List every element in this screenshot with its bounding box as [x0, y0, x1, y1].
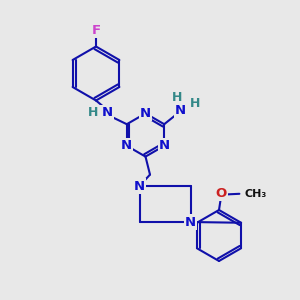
Text: N: N [159, 139, 170, 152]
Text: N: N [140, 107, 151, 120]
Text: H: H [88, 106, 99, 119]
Text: N: N [185, 215, 196, 229]
Text: CH₃: CH₃ [244, 189, 267, 199]
Text: F: F [92, 23, 100, 37]
Text: H: H [172, 91, 182, 104]
Text: N: N [121, 139, 132, 152]
Text: N: N [175, 104, 186, 117]
Text: N: N [134, 179, 145, 193]
Text: O: O [216, 187, 227, 200]
Text: H: H [190, 97, 200, 110]
Text: N: N [101, 106, 112, 119]
